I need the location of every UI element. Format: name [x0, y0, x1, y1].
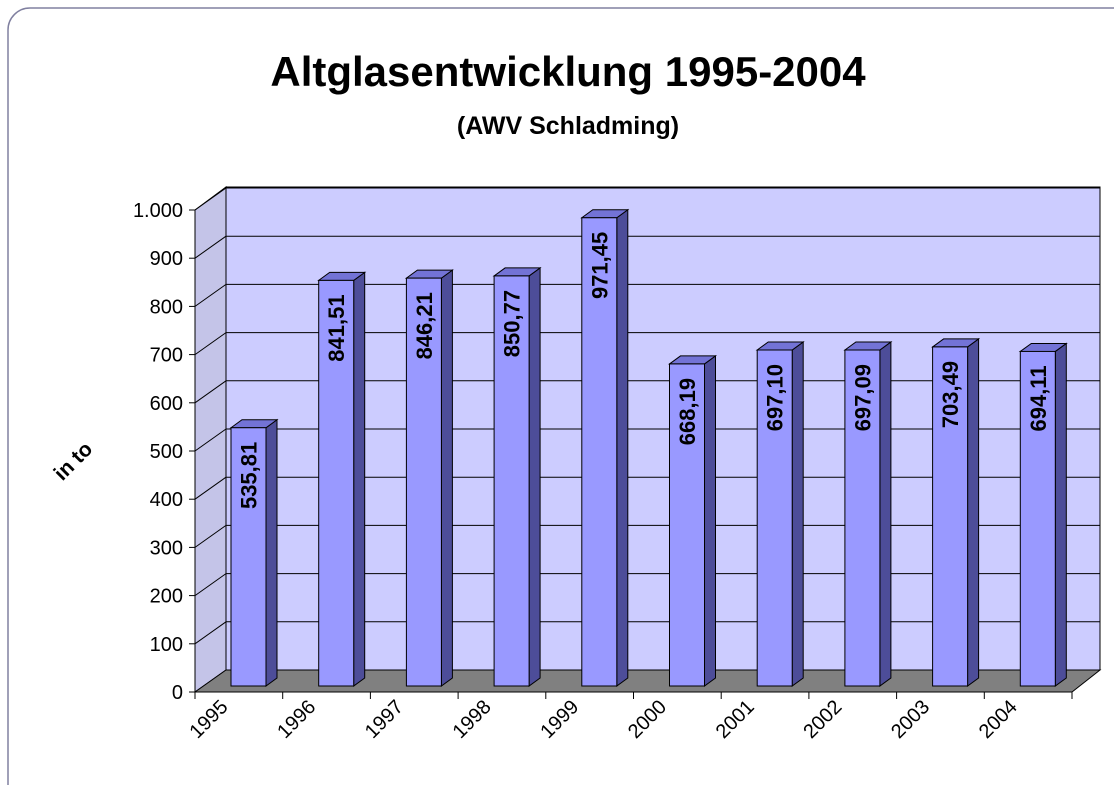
grid-line [194, 621, 227, 645]
value-label: 697,09 [850, 364, 875, 431]
bar [844, 349, 881, 687]
grid-line [194, 428, 227, 452]
grid-line [194, 332, 227, 356]
bar-side [353, 271, 366, 687]
bar-side [440, 269, 453, 687]
value-label: 535,81 [237, 442, 262, 509]
value-label: 841,51 [324, 294, 349, 361]
y-tick-label: 0 [172, 682, 183, 704]
grid-line [194, 187, 227, 211]
y-tick-label: 300 [150, 537, 183, 559]
y-tick-label: 200 [150, 586, 183, 608]
grid-line [194, 380, 227, 404]
y-tick-label: 900 [150, 248, 183, 270]
chart-subtitle: (AWV Schladming) [457, 112, 679, 140]
bar-side [967, 337, 980, 687]
y-tick-label: 100 [150, 634, 183, 656]
bar-side [704, 354, 716, 687]
bar [1019, 350, 1056, 687]
y-tick-label: 600 [150, 393, 183, 415]
y-tick-label: 400 [150, 489, 183, 511]
y-tick-label: 1.000 [133, 200, 183, 222]
bar [318, 279, 355, 687]
bar [405, 277, 442, 687]
value-label: 694,11 [1026, 365, 1051, 431]
grid-line [194, 476, 227, 500]
bar [230, 427, 267, 687]
bar [669, 363, 705, 687]
value-label: 668,19 [675, 378, 700, 445]
bar [493, 275, 530, 687]
bar-side [528, 266, 541, 687]
value-label: 846,21 [412, 292, 437, 359]
y-tick-label: 500 [150, 441, 183, 463]
y-tick-label: 700 [150, 345, 183, 367]
bar [932, 346, 969, 687]
value-label: 703,49 [938, 361, 963, 428]
bar-side [879, 341, 892, 687]
bar [581, 217, 618, 687]
value-label: 971,45 [587, 232, 612, 299]
grid-line [194, 524, 227, 548]
value-label: 850,77 [500, 290, 525, 357]
bar-side [265, 418, 278, 687]
grid-line [194, 573, 227, 597]
bar-side [616, 208, 629, 687]
y-tick-label: 800 [150, 296, 183, 318]
bar-side [791, 341, 804, 687]
bar [756, 349, 793, 687]
value-label: 697,10 [763, 364, 788, 431]
chart-title: Altglasentwicklung 1995-2004 [270, 48, 866, 95]
grid-line [194, 283, 227, 307]
grid-line [194, 235, 227, 259]
bar-side [1054, 342, 1067, 687]
